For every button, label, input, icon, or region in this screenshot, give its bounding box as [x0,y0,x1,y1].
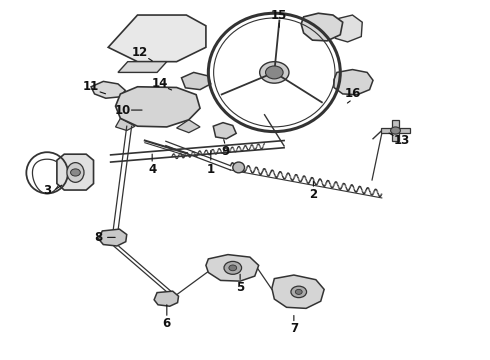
Polygon shape [334,69,373,95]
Circle shape [291,286,307,298]
Ellipse shape [67,163,84,182]
Circle shape [260,62,289,83]
Text: 12: 12 [132,46,148,59]
Circle shape [266,66,283,79]
Polygon shape [176,120,200,133]
Text: 16: 16 [344,87,361,100]
Circle shape [166,105,172,109]
Text: 15: 15 [271,9,288,22]
Polygon shape [301,13,343,41]
Circle shape [128,102,142,112]
Polygon shape [108,15,206,62]
Polygon shape [333,15,362,42]
Text: 14: 14 [151,77,168,90]
Polygon shape [206,255,259,281]
Polygon shape [181,72,211,90]
Circle shape [149,97,155,102]
Text: 2: 2 [309,188,318,201]
Text: 7: 7 [290,322,298,335]
Polygon shape [98,229,127,246]
Polygon shape [116,118,135,131]
Text: 10: 10 [115,104,131,117]
Ellipse shape [233,162,245,173]
Text: 5: 5 [236,281,244,294]
Text: 8: 8 [94,231,102,244]
Circle shape [190,77,202,85]
Circle shape [132,105,138,109]
Text: 11: 11 [83,80,99,93]
Circle shape [220,127,229,134]
Circle shape [224,261,242,274]
Polygon shape [154,291,178,306]
Text: 9: 9 [221,145,230,158]
Circle shape [162,102,176,112]
Polygon shape [213,123,236,139]
Text: 4: 4 [148,163,156,176]
Polygon shape [57,154,94,190]
Circle shape [295,289,302,294]
Polygon shape [272,275,324,309]
Polygon shape [381,128,410,134]
Text: 6: 6 [163,317,171,330]
Polygon shape [118,62,167,72]
Circle shape [391,127,400,134]
Circle shape [146,94,159,104]
Text: 13: 13 [393,134,410,147]
Text: 3: 3 [43,184,51,197]
Circle shape [229,265,237,271]
Polygon shape [91,81,125,98]
Polygon shape [392,120,399,141]
Circle shape [106,86,118,95]
Circle shape [71,169,80,176]
Polygon shape [116,87,200,127]
Text: 1: 1 [207,163,215,176]
